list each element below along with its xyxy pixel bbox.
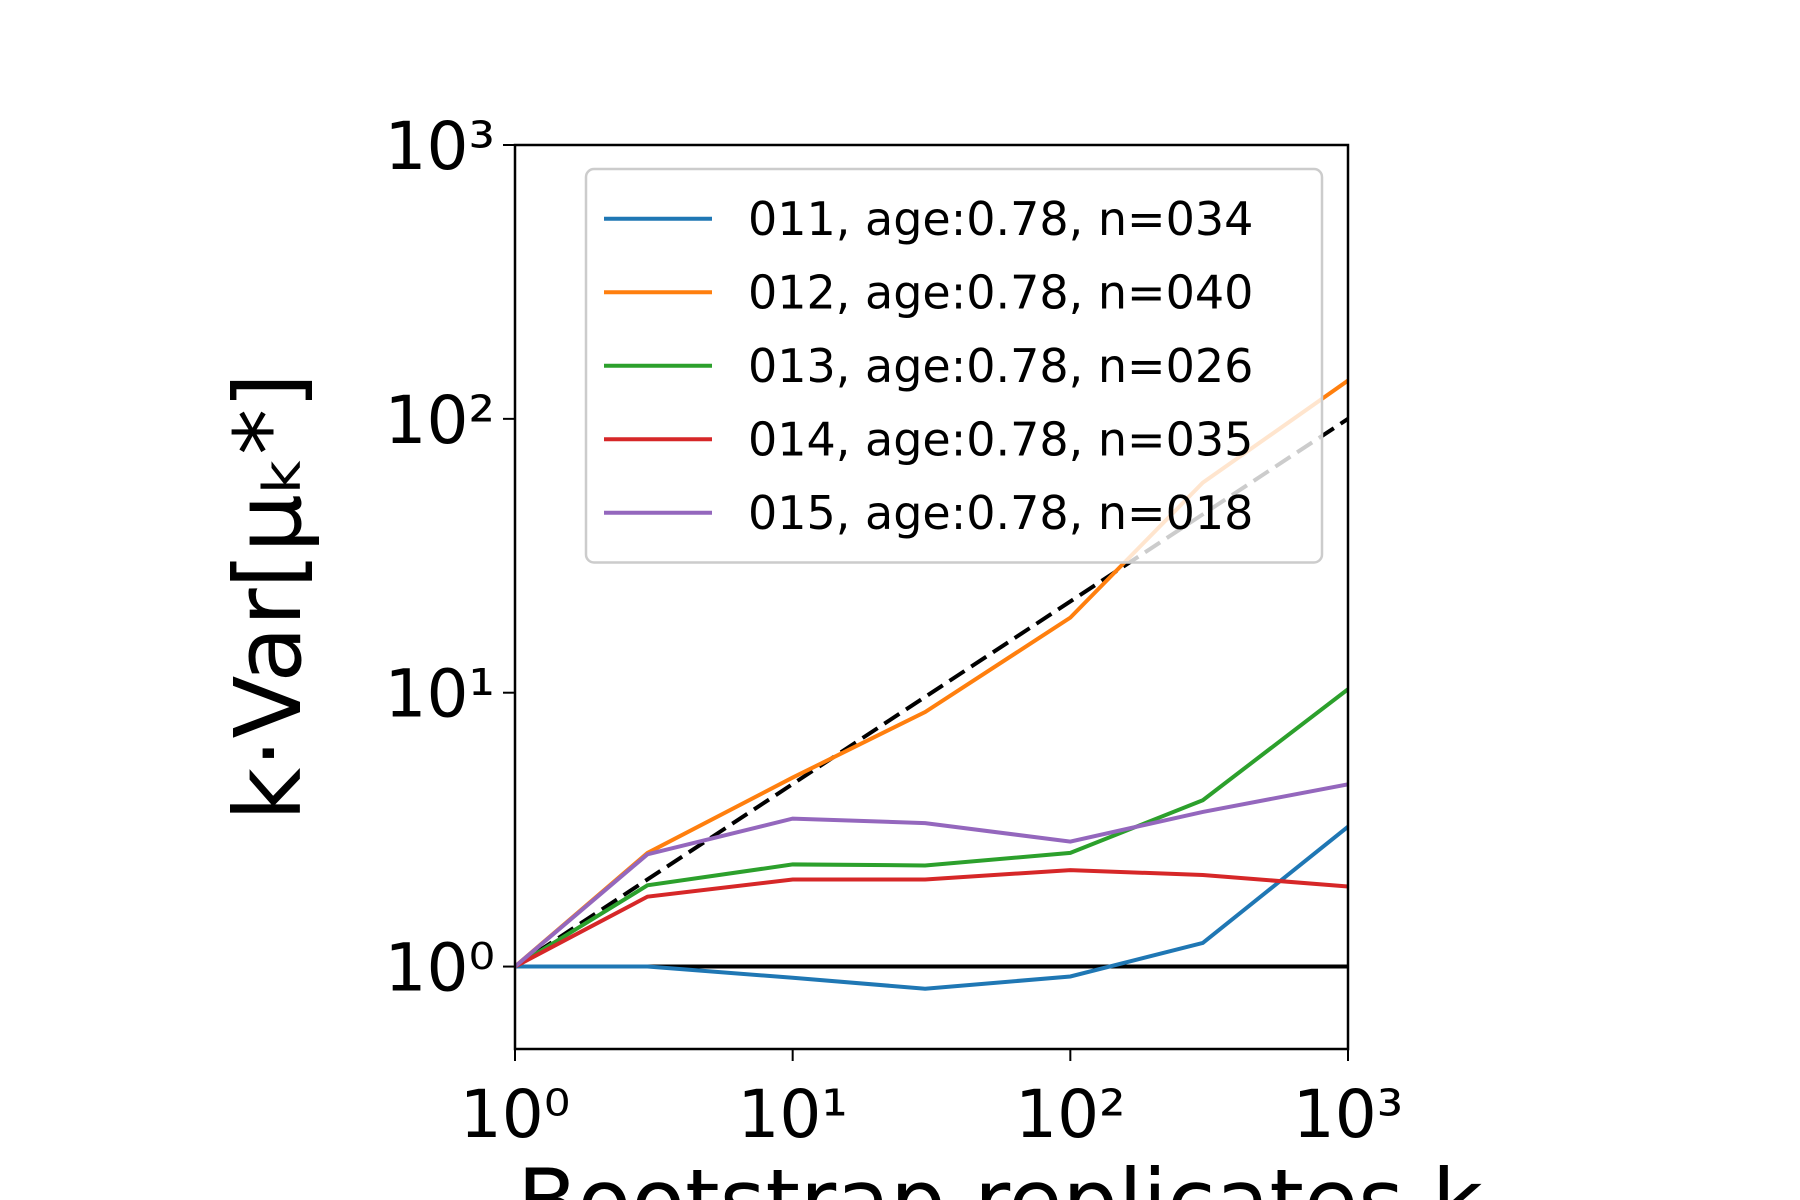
- plot-frame: [513, 143, 1350, 1051]
- legend-label: 014, age:0.78, n=035: [748, 412, 1253, 466]
- legend-box: [584, 167, 1324, 564]
- legend-label: 015, age:0.78, n=018: [748, 486, 1253, 540]
- y-tick-label: 10³: [385, 108, 495, 185]
- series-line: [515, 782, 1348, 969]
- x-axis-label: Bootstrap replicates k: [517, 1150, 1483, 1200]
- plot-lines: [515, 378, 1348, 991]
- x-tick-label: 10³: [1293, 1076, 1403, 1153]
- legend-label: 012, age:0.78, n=040: [748, 265, 1253, 319]
- y-tick-label: 10⁰: [385, 930, 495, 1007]
- series-line: [515, 687, 1348, 969]
- legend-label: 011, age:0.78, n=034: [748, 192, 1253, 246]
- y-axis-label: k·Var[μₖ*]: [215, 373, 322, 821]
- y-tick-label: 10²: [385, 382, 495, 459]
- x-tick-label: 10²: [1015, 1076, 1125, 1153]
- series-line: [515, 825, 1348, 991]
- y-tick-label: 10¹: [385, 656, 495, 733]
- x-tick-label: 10⁰: [460, 1076, 570, 1153]
- legend-label: 013, age:0.78, n=026: [748, 339, 1253, 393]
- x-tick-label: 10¹: [737, 1076, 847, 1153]
- reference-line: [515, 417, 1348, 969]
- series-line: [515, 868, 1348, 969]
